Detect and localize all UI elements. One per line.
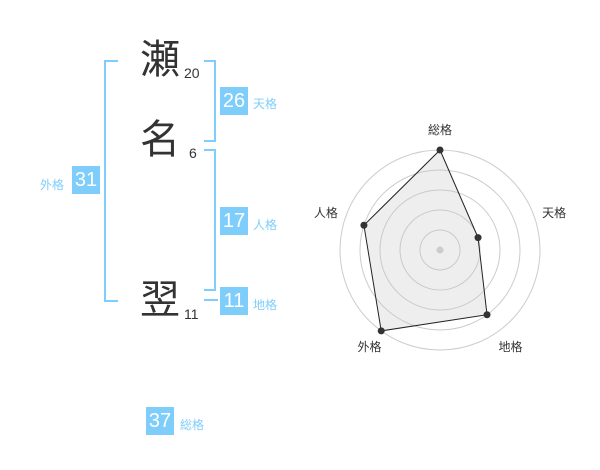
radar-point bbox=[474, 234, 482, 242]
tenkaku-bracket bbox=[204, 60, 216, 142]
gaikaku-bracket bbox=[104, 60, 118, 302]
radar-axis-label: 総格 bbox=[428, 122, 452, 137]
radar-ring bbox=[399, 209, 481, 291]
radar-axis-label: 地格 bbox=[499, 339, 523, 354]
gaikaku-label: 外格 bbox=[40, 178, 65, 192]
jinkaku-bracket bbox=[204, 149, 216, 291]
name-char-2: 名 bbox=[140, 117, 180, 163]
soukaku-label: 総格 bbox=[180, 418, 205, 432]
gaikaku-value: 31 bbox=[72, 166, 100, 194]
radar-point bbox=[360, 221, 368, 229]
radar-point bbox=[483, 311, 491, 319]
stroke-count-1: 20 bbox=[184, 65, 200, 81]
soukaku-value: 37 bbox=[146, 407, 174, 435]
chikaku-bracket bbox=[204, 299, 218, 301]
radar-ring bbox=[419, 229, 461, 271]
stroke-count-3: 11 bbox=[184, 306, 199, 322]
radar-axis-label: 人格 bbox=[314, 205, 338, 220]
name-char-1: 瀬 bbox=[140, 37, 180, 83]
radar-ring bbox=[379, 189, 501, 311]
tenkaku-value: 26 bbox=[220, 87, 248, 115]
jinkaku-value: 17 bbox=[220, 207, 248, 235]
radar-ring bbox=[359, 169, 521, 331]
radar-axis-label: 天格 bbox=[542, 205, 566, 220]
jinkaku-label: 人格 bbox=[253, 218, 278, 232]
radar-center bbox=[436, 246, 444, 254]
radar-axis-label: 外格 bbox=[357, 339, 381, 354]
radar-polygon bbox=[363, 149, 488, 332]
tenkaku-label: 天格 bbox=[253, 97, 278, 111]
stroke-count-2: 6 bbox=[189, 145, 197, 161]
name-char-3: 翌 bbox=[140, 277, 180, 323]
radar-point bbox=[377, 327, 385, 335]
chikaku-label: 地格 bbox=[253, 298, 278, 312]
radar-point bbox=[436, 146, 444, 154]
chikaku-value: 11 bbox=[220, 287, 248, 315]
